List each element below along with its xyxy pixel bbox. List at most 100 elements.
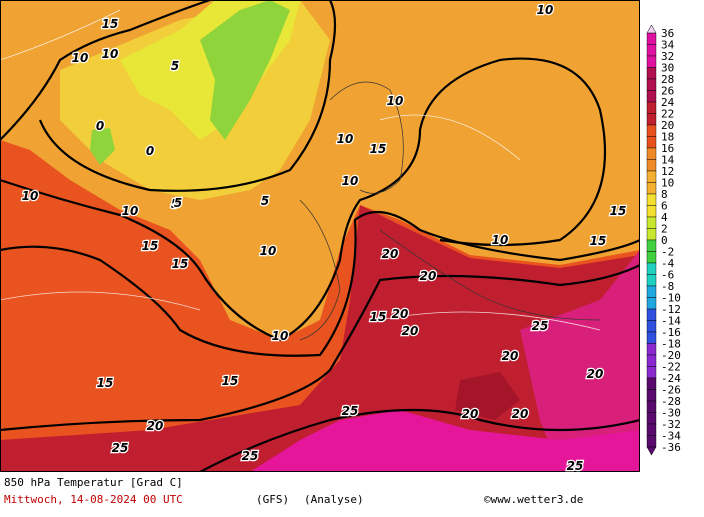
colorbar-swatch: [646, 331, 657, 344]
contour-label: 15: [102, 17, 119, 31]
colorbar-swatch: [646, 44, 657, 57]
colorbar-swatch: [646, 308, 657, 321]
colorbar-label: 36: [661, 27, 674, 40]
colorbar-label: -26: [661, 384, 681, 397]
colorbar-label: -20: [661, 349, 681, 362]
colorbar-swatch: [646, 297, 657, 310]
contour-label: 15: [222, 374, 239, 388]
colorbar-swatch: [646, 182, 657, 195]
colorbar-label: -6: [661, 269, 674, 282]
colorbar-label: 2: [661, 223, 668, 236]
model: (GFS): [256, 493, 289, 506]
colorbar-swatch: [646, 389, 657, 402]
run: (Analyse): [304, 493, 364, 506]
colorbar-swatch: [646, 170, 657, 183]
contour-label: 25: [112, 441, 129, 455]
contour-label: 25: [342, 404, 359, 418]
colorbar-label: -8: [661, 280, 674, 293]
colorbar-label: -28: [661, 395, 681, 408]
contour-label: 10: [102, 47, 119, 61]
colorbar-label: 8: [661, 188, 668, 201]
colorbar-swatch: [646, 113, 657, 126]
colorbar-swatch: [646, 400, 657, 413]
very-hot-zone: [520, 250, 640, 472]
colorbar-swatch: [646, 423, 657, 436]
colorbar-label: 34: [661, 39, 675, 52]
colorbar-label: 4: [661, 211, 668, 224]
contour-label: 5: [174, 196, 182, 210]
colorbar-swatch: [646, 159, 657, 172]
contour-label: 20: [382, 247, 399, 261]
contour-label: 20: [392, 307, 409, 321]
contour-label: 10: [122, 204, 139, 218]
colorbar-swatch: [646, 320, 657, 333]
colorbar-label: 0: [661, 234, 668, 247]
contour-label: 10: [342, 174, 359, 188]
contour-label: 15: [370, 310, 387, 324]
colorbar-swatch: [646, 262, 657, 275]
contour-label: 15: [590, 234, 607, 248]
colorbar-label: 30: [661, 62, 674, 75]
contour-label: 10: [260, 244, 277, 258]
colorbar-label: -30: [661, 407, 681, 420]
contour-label: 20: [512, 407, 529, 421]
colorbar-label: 12: [661, 165, 674, 178]
colorbar-swatch: [646, 285, 657, 298]
map: [0, 0, 640, 472]
colorbar-swatch: [646, 55, 657, 68]
colorbar-swatch: [646, 354, 657, 367]
colorbar-label: -10: [661, 292, 681, 305]
colorbar-swatch: [646, 377, 657, 390]
colorbar-label: 22: [661, 108, 674, 121]
colorbar-label: 24: [661, 96, 675, 109]
contour-label: 10: [492, 233, 509, 247]
contour-label: 0: [96, 119, 104, 133]
colorbar-label: -24: [661, 372, 681, 385]
contour-label: 10: [22, 189, 39, 203]
colorbar-swatch: [646, 251, 657, 264]
contour-label: 10: [387, 94, 404, 108]
contour-label: 10: [272, 329, 289, 343]
colorbar-label: 20: [661, 119, 674, 132]
contour-label: 20: [502, 349, 519, 363]
colorbar-arrow: [646, 446, 657, 456]
colorbar-swatch: [646, 343, 657, 356]
colorbar-label: 32: [661, 50, 674, 63]
contour-label: 20: [587, 367, 604, 381]
colorbar-label: -34: [661, 430, 681, 443]
colorbar-label: -14: [661, 315, 681, 328]
colorbar-swatch: [646, 78, 657, 91]
contour-label: 25: [567, 459, 584, 473]
colorbar-label: -32: [661, 418, 681, 431]
colorbar-swatch: [646, 239, 657, 252]
contour-label: 20: [420, 269, 437, 283]
contour-label: 5: [171, 59, 179, 73]
colorbar-label: 10: [661, 177, 674, 190]
contour-label: 25: [532, 319, 549, 333]
contour-label: 10: [72, 51, 89, 65]
colorbar-swatch: [646, 124, 657, 137]
contour-label: 10: [537, 3, 554, 17]
colorbar-swatch: [646, 193, 657, 206]
colorbar-label: -4: [661, 257, 675, 270]
colorbar-label: -12: [661, 303, 681, 316]
contour-label: 15: [97, 376, 114, 390]
hot-patch: [455, 372, 520, 420]
cold-patch: [90, 128, 115, 165]
colorbar-swatch: [646, 435, 657, 448]
map-border: [0, 0, 640, 472]
contour-label: 20: [462, 407, 479, 421]
colorbar-label: 6: [661, 200, 668, 213]
colorbar-swatch: [646, 216, 657, 229]
colorbar-swatch: [646, 101, 657, 114]
colorbar-label: 14: [661, 154, 675, 167]
colorbar-swatch: [646, 90, 657, 103]
contour-labels: 10 15 10 5 0 5 10 0 5 10 10 15 10 15 10 15 20 20 20 25 20 20 2…: [20, 2, 627, 475]
colorbar-arrow: [646, 24, 657, 34]
credit: ©www.wetter3.de: [484, 493, 583, 506]
colorbar-label: -2: [661, 246, 674, 259]
contour-label: 15: [370, 142, 387, 156]
contour-label: 15: [610, 204, 627, 218]
colorbar-label: -18: [661, 338, 681, 351]
